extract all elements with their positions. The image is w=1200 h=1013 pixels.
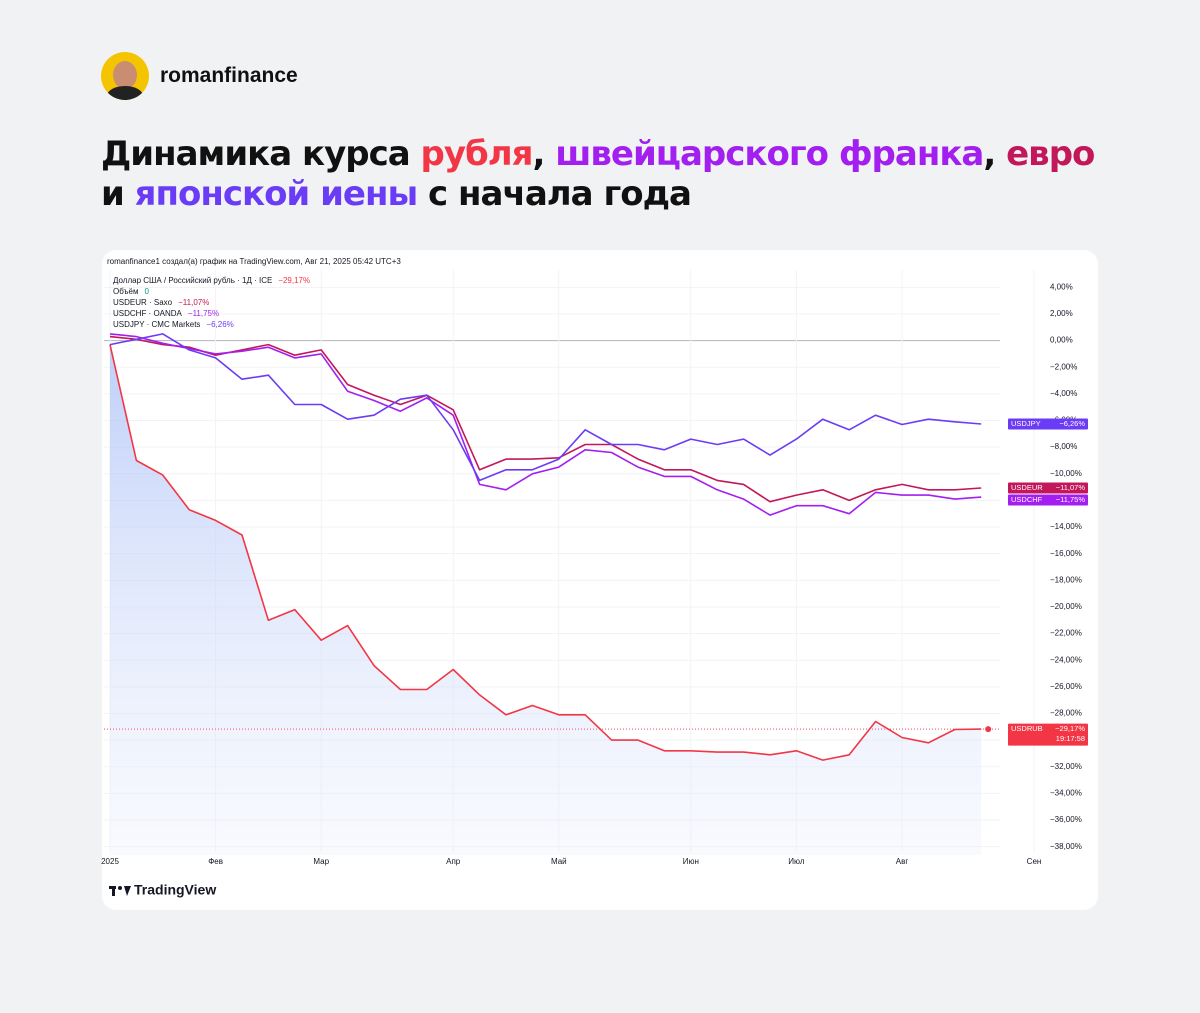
y-tick-label: −26,00% <box>1050 682 1082 691</box>
y-tick-label: −38,00% <box>1050 842 1082 851</box>
x-tick-label: Апр <box>446 857 461 866</box>
legend-value: −11,07% <box>178 298 209 307</box>
headline-part: евро <box>1006 134 1095 174</box>
chart-caption: romanfinance1 создал(а) график на Tradin… <box>107 257 401 266</box>
series-line <box>109 335 982 503</box>
headline: и японской иены с начала года <box>101 174 692 214</box>
price-tag-name: USDJPY <box>1011 419 1041 428</box>
brand: TradingView <box>134 882 216 898</box>
series-area <box>110 344 982 855</box>
x-tick-label: Июл <box>788 857 805 866</box>
price-tag-name: USDEUR <box>1011 483 1043 492</box>
x-tick-label: Мар <box>313 857 329 866</box>
headline-part: японской иены <box>134 174 419 214</box>
price-tag <box>1008 723 1088 746</box>
y-tick-label: −34,00% <box>1050 789 1082 798</box>
y-tick-label: 0,00% <box>1050 336 1073 345</box>
y-tick-label: −18,00% <box>1050 575 1082 584</box>
author-name: romanfinance <box>160 64 298 87</box>
series-line <box>109 333 982 516</box>
x-tick-label: 2025 <box>101 857 119 866</box>
price-tag-value: −6,26% <box>1059 419 1085 428</box>
series-line <box>109 333 982 482</box>
y-tick-label: −24,00% <box>1050 655 1082 664</box>
countdown: 19:17:58 <box>1056 734 1085 743</box>
headline-part: и <box>101 174 135 214</box>
legend-value: −6,26% <box>206 320 233 329</box>
x-tick-label: Июн <box>683 857 699 866</box>
avatar <box>101 52 149 100</box>
x-tick-label: Сен <box>1027 857 1042 866</box>
brand-logo <box>109 886 131 896</box>
legend-label: Доллар США / Российский рубль · 1Д · ICE <box>113 276 272 285</box>
headline-part: рубля <box>420 134 534 174</box>
headline-part: швейцарского франка <box>555 134 984 174</box>
price-tag-value: −29,17% <box>1055 724 1085 733</box>
legend-label: USDEUR · Saxo <box>113 298 173 307</box>
price-tag-value: −11,75% <box>1056 495 1086 504</box>
x-tick-label: Май <box>551 857 567 866</box>
x-tick-label: Авг <box>896 857 909 866</box>
y-tick-label: −4,00% <box>1050 389 1077 398</box>
y-tick-label: 2,00% <box>1050 309 1073 318</box>
y-tick-label: −10,00% <box>1050 469 1082 478</box>
y-tick-label: −20,00% <box>1050 602 1082 611</box>
price-tag <box>1008 494 1088 506</box>
y-tick-label: −36,00% <box>1050 815 1082 824</box>
headline-part: Динамика курса <box>101 134 421 174</box>
x-tick-label: Фев <box>208 857 223 866</box>
y-tick-label: −22,00% <box>1050 629 1082 638</box>
headline: Динамика курса рубля, швейцарского франк… <box>101 134 1095 174</box>
y-tick-label: −14,00% <box>1050 522 1082 531</box>
headline-part: с начала года <box>417 174 692 214</box>
price-tag <box>1008 482 1088 494</box>
y-tick-label: −2,00% <box>1050 362 1077 371</box>
price-tag-name: USDRUB <box>1011 724 1043 733</box>
last-value-dot <box>985 726 992 733</box>
volume-value: 0 <box>145 287 150 296</box>
y-tick-label: −28,00% <box>1050 709 1082 718</box>
legend-value: −29,17% <box>278 276 310 285</box>
legend-label: USDJPY · CMC Markets <box>113 320 200 329</box>
legend-label: USDCHF · OANDA <box>113 309 183 318</box>
price-tag-value: −11,07% <box>1056 483 1086 492</box>
headline-part: , <box>532 134 556 174</box>
legend-value: −11,75% <box>188 309 219 318</box>
series-line <box>109 344 982 761</box>
headline-part: , <box>983 134 1007 174</box>
price-tag <box>1008 418 1088 430</box>
y-tick-label: −16,00% <box>1050 549 1082 558</box>
volume-label: Объём <box>113 287 139 296</box>
price-tag-name: USDCHF <box>1011 495 1043 504</box>
y-tick-label: −8,00% <box>1050 442 1077 451</box>
y-tick-label: 4,00% <box>1050 282 1073 291</box>
y-tick-label: −32,00% <box>1050 762 1082 771</box>
